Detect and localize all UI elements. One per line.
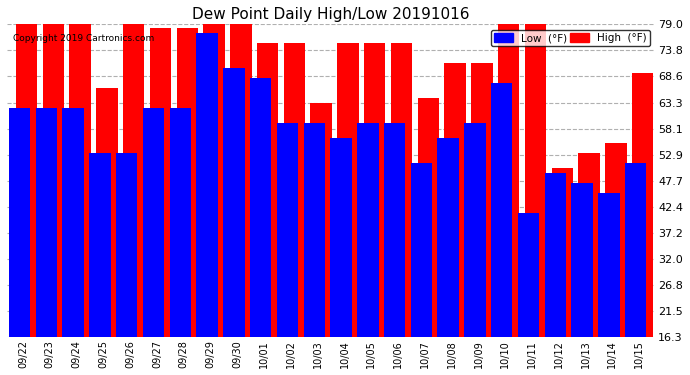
Bar bbox=[197, 33, 218, 337]
Bar bbox=[491, 83, 513, 337]
Bar bbox=[304, 123, 325, 337]
Bar bbox=[116, 153, 137, 337]
Bar bbox=[544, 172, 566, 337]
Bar bbox=[150, 28, 171, 337]
Bar bbox=[70, 18, 91, 337]
Bar bbox=[411, 163, 432, 337]
Bar bbox=[571, 183, 593, 337]
Bar bbox=[357, 123, 379, 337]
Bar bbox=[250, 78, 271, 337]
Bar bbox=[391, 43, 413, 337]
Bar bbox=[204, 0, 225, 337]
Bar bbox=[36, 108, 57, 337]
Bar bbox=[257, 43, 278, 337]
Bar bbox=[625, 163, 647, 337]
Bar bbox=[89, 153, 110, 337]
Text: Copyright 2019 Cartronics.com: Copyright 2019 Cartronics.com bbox=[13, 34, 155, 43]
Bar bbox=[331, 138, 352, 337]
Bar bbox=[284, 43, 305, 337]
Bar bbox=[310, 103, 332, 337]
Bar bbox=[230, 0, 252, 337]
Bar bbox=[598, 193, 620, 337]
Bar bbox=[464, 123, 486, 337]
Bar bbox=[364, 43, 386, 337]
Bar bbox=[444, 63, 466, 337]
Bar bbox=[43, 18, 64, 337]
Bar bbox=[170, 108, 191, 337]
Bar bbox=[96, 88, 117, 337]
Bar bbox=[62, 108, 83, 337]
Bar bbox=[9, 108, 30, 337]
Bar bbox=[498, 18, 520, 337]
Bar bbox=[277, 123, 298, 337]
Bar bbox=[551, 168, 573, 337]
Bar bbox=[16, 0, 37, 337]
Bar bbox=[384, 123, 405, 337]
Title: Dew Point Daily High/Low 20191016: Dew Point Daily High/Low 20191016 bbox=[193, 7, 470, 22]
Bar bbox=[417, 98, 439, 337]
Bar bbox=[632, 73, 653, 337]
Bar bbox=[518, 213, 540, 337]
Bar bbox=[177, 28, 198, 337]
Bar bbox=[223, 68, 244, 337]
Bar bbox=[471, 63, 493, 337]
Bar bbox=[437, 138, 459, 337]
Bar bbox=[337, 43, 359, 337]
Bar bbox=[143, 108, 164, 337]
Bar bbox=[525, 8, 546, 337]
Bar bbox=[123, 3, 144, 337]
Bar bbox=[578, 153, 600, 337]
Legend: Low  (°F), High  (°F): Low (°F), High (°F) bbox=[491, 30, 650, 46]
Bar bbox=[605, 143, 627, 337]
